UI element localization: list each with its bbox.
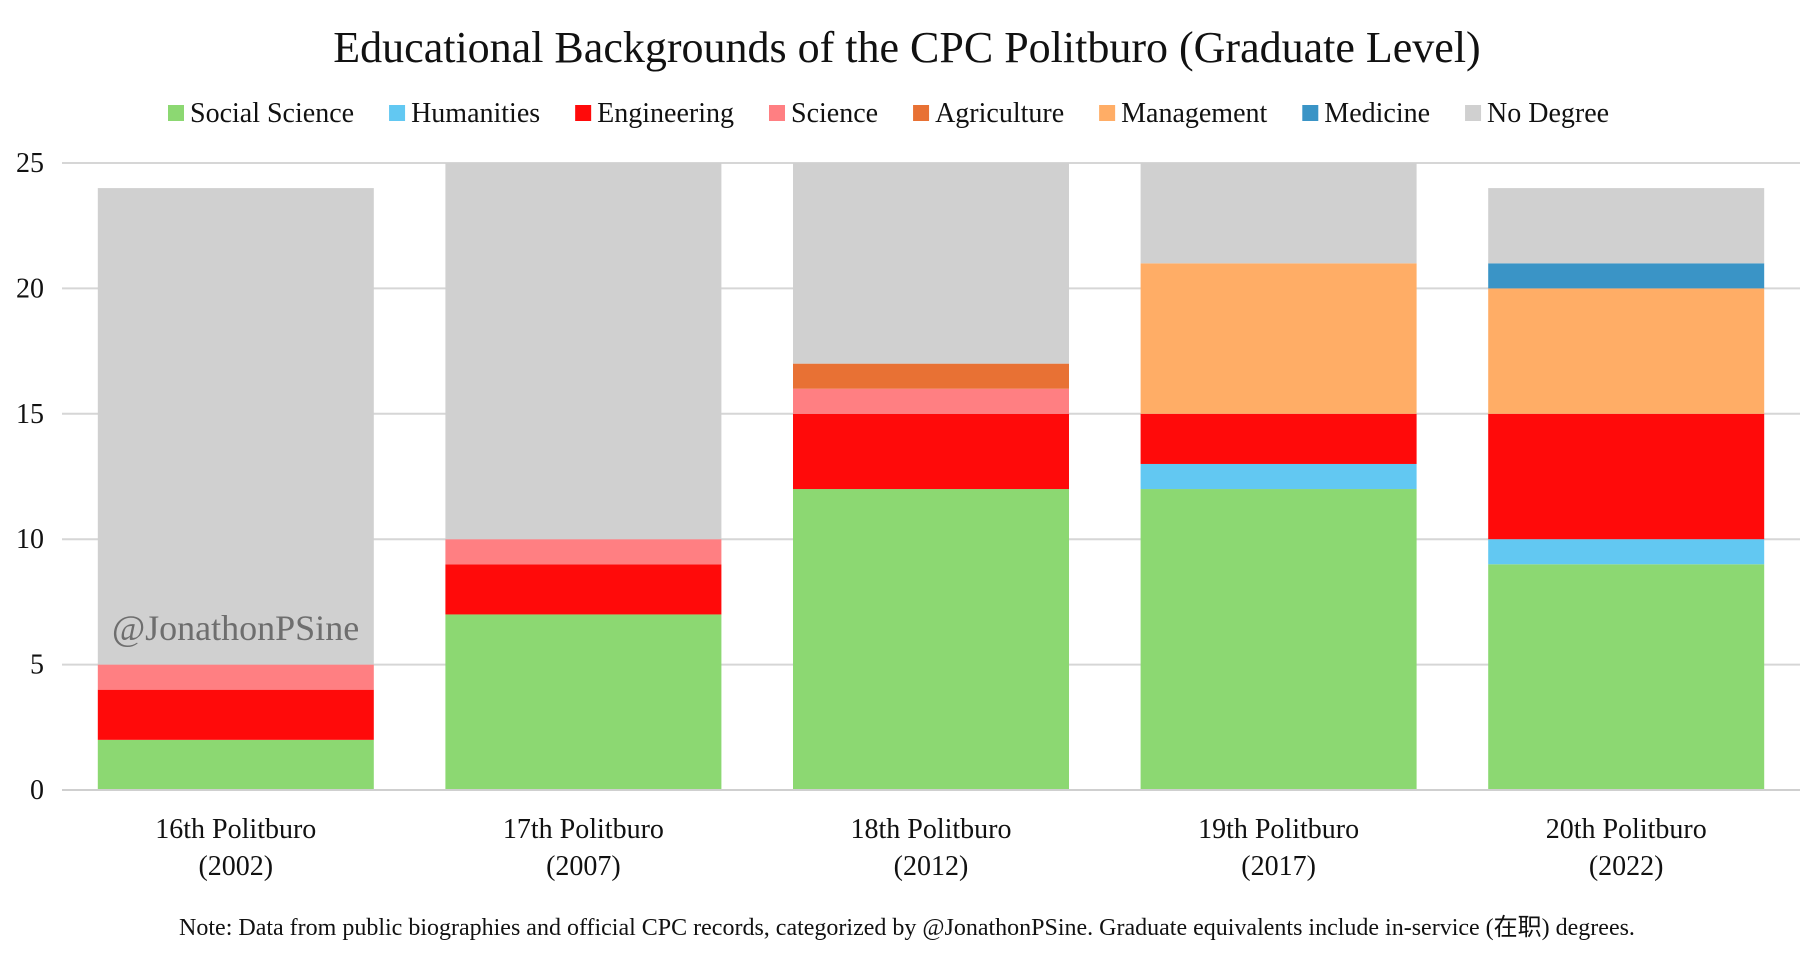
bar-segment (1488, 263, 1765, 289)
legend-label: Engineering (597, 98, 734, 129)
y-tick-label: 25 (16, 148, 44, 179)
legend-swatch (1465, 105, 1482, 121)
bar-segment (97, 188, 374, 665)
x-axis: 16th Politburo (2002) 17th Politburo (2007)… (155, 814, 1706, 882)
x-tick-label: 19th Politburo (1198, 814, 1359, 845)
legend-label: Medicine (1324, 98, 1430, 129)
legend: Social Science Humanities Engineering Scien… (168, 98, 1609, 129)
chart-title: Educational Backgrounds of the CPC Polit… (333, 23, 1480, 72)
legend-label: Humanities (411, 98, 540, 129)
legend-label: Agriculture (935, 98, 1064, 129)
x-tick-label: (2007) (546, 851, 621, 882)
bar-segment (97, 689, 374, 740)
bar-segment (1140, 463, 1417, 490)
bar-segment (793, 163, 1069, 364)
y-axis: 0 5 10 15 20 25 (16, 148, 44, 806)
bar-segment (1488, 413, 1765, 540)
bar-stack (445, 163, 722, 790)
legend-item: No Degree (1465, 98, 1609, 129)
bar-segment (793, 363, 1069, 389)
legend-swatch (1099, 105, 1116, 121)
bar-segment (445, 564, 722, 615)
bar-stack (1488, 188, 1765, 790)
legend-item: Social Science (168, 98, 354, 129)
bar-segment (1140, 263, 1417, 414)
legend-label: No Degree (1487, 98, 1609, 129)
legend-item: Engineering (575, 98, 734, 129)
legend-label: Management (1121, 98, 1267, 129)
footnote: Note: Data from public biographies and o… (179, 914, 1635, 941)
y-tick-label: 10 (16, 524, 44, 555)
bar-segment (1488, 288, 1765, 414)
bar-segment (1140, 413, 1417, 464)
bar-segment (1488, 539, 1765, 565)
bar-segment (97, 739, 374, 790)
bars (97, 163, 1765, 790)
legend-label: Science (791, 98, 878, 129)
bar-stack (793, 163, 1069, 790)
legend-item: Management (1099, 98, 1268, 129)
bar-segment (1140, 489, 1417, 790)
x-tick-label: 16th Politburo (155, 814, 316, 845)
legend-swatch (389, 105, 406, 121)
legend-swatch (168, 105, 184, 121)
x-tick-label: (2022) (1589, 851, 1664, 882)
x-tick-label: 20th Politburo (1546, 814, 1707, 845)
y-tick-label: 20 (16, 273, 44, 304)
legend-swatch (769, 105, 785, 121)
bar-segment (793, 388, 1069, 414)
y-tick-label: 5 (30, 650, 44, 681)
x-tick-label: 18th Politburo (850, 814, 1011, 845)
bar-segment (445, 614, 722, 790)
x-tick-label: (2012) (894, 851, 969, 882)
bar-segment (445, 539, 722, 565)
bar-segment (793, 489, 1069, 790)
legend-item: Humanities (389, 98, 540, 129)
x-tick-label: 17th Politburo (503, 814, 664, 845)
x-tick-label: (2002) (198, 851, 273, 882)
bar-segment (97, 664, 374, 690)
x-tick-label: (2017) (1241, 851, 1316, 882)
legend-swatch (1302, 105, 1319, 121)
bar-segment (1140, 163, 1417, 264)
bar-segment (1488, 188, 1765, 264)
bar-stack (97, 188, 374, 790)
bar-segment (445, 163, 722, 540)
watermark: @JonathonPSine (112, 608, 359, 648)
bar-segment (1488, 564, 1765, 790)
y-tick-label: 15 (16, 399, 44, 430)
legend-swatch (913, 105, 930, 121)
legend-label: Social Science (190, 98, 354, 129)
legend-item: Agriculture (913, 98, 1064, 129)
bar-stack (1140, 163, 1417, 790)
legend-item: Science (769, 98, 878, 129)
bar-segment (793, 413, 1069, 490)
y-tick-label: 0 (30, 775, 44, 806)
legend-item: Medicine (1302, 98, 1430, 129)
legend-swatch (575, 105, 592, 121)
